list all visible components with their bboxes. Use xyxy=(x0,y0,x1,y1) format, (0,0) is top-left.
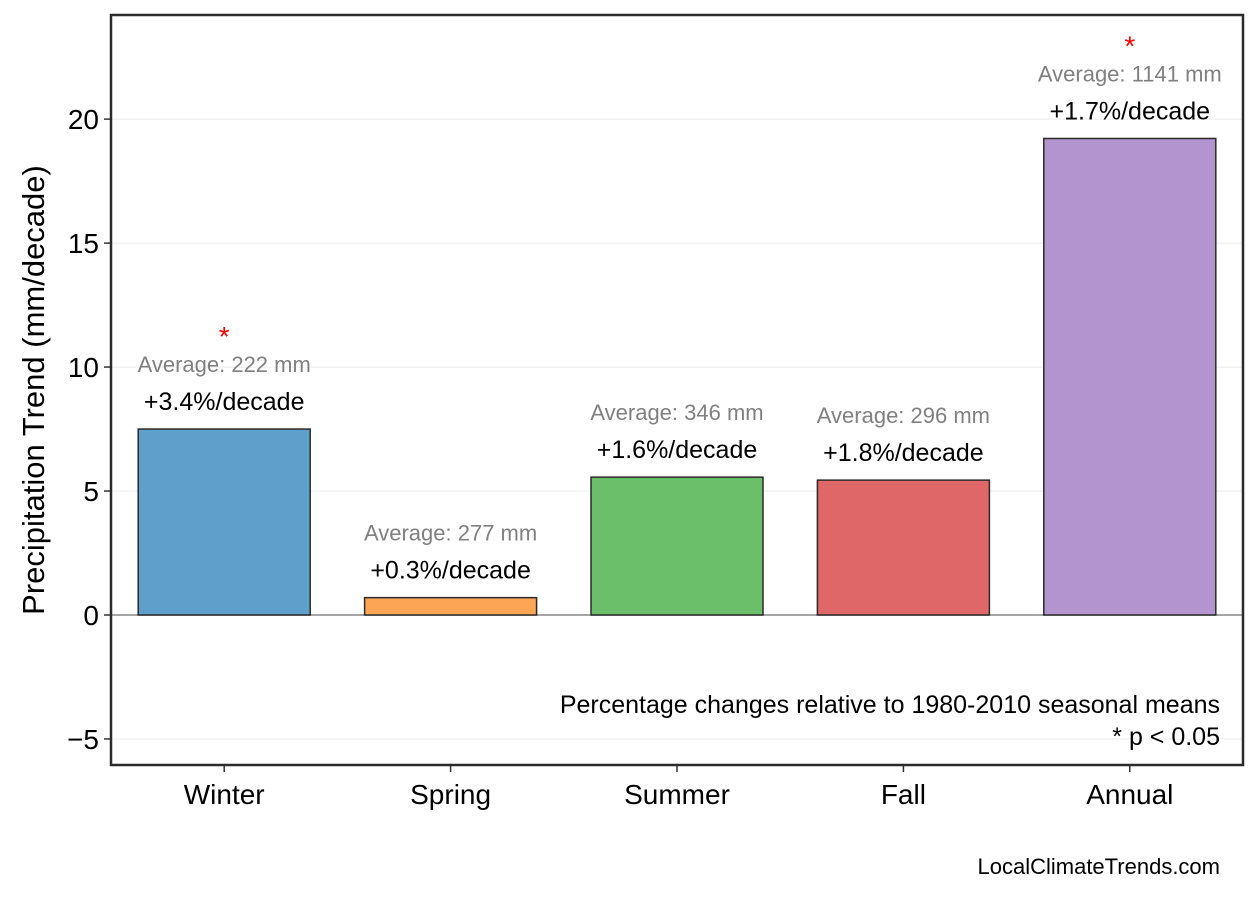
x-tick-label: Summer xyxy=(624,779,730,810)
avg-label: Average: 1141 mm xyxy=(1038,61,1222,86)
bar-winter xyxy=(137,428,311,616)
avg-label: Average: 222 mm xyxy=(138,352,311,377)
avg-label: Average: 296 mm xyxy=(817,403,990,428)
bar-fall xyxy=(816,479,991,616)
axes: −5 0 5 10 15 20 Winter Spring Summer Fall Annual xyxy=(67,13,1245,810)
significance-marker: * xyxy=(1124,30,1135,61)
avg-label: Average: 346 mm xyxy=(590,400,763,425)
bar-annual xyxy=(1043,137,1217,616)
pct-label: +3.4%/decade xyxy=(144,388,305,416)
note-line2: * p < 0.05 xyxy=(1112,723,1220,751)
pct-label: +1.8%/decade xyxy=(823,439,984,467)
pct-label: +0.3%/decade xyxy=(370,557,531,585)
plot-frame xyxy=(109,13,1245,767)
bar-summer xyxy=(590,476,764,616)
x-tick-label: Fall xyxy=(881,779,926,810)
avg-label: Average: 277 mm xyxy=(364,521,537,546)
y-tick-label: 15 xyxy=(68,228,99,259)
significance-marker: * xyxy=(219,321,230,352)
note-line1: Percentage changes relative to 1980-2010… xyxy=(560,691,1220,719)
y-tick-label: 10 xyxy=(68,352,99,383)
bars xyxy=(137,137,1217,616)
y-tick-label: −5 xyxy=(67,724,99,755)
x-tick-label: Winter xyxy=(184,779,265,810)
bar-spring xyxy=(363,596,538,616)
x-tick-label: Spring xyxy=(410,779,491,810)
pct-label: +1.7%/decade xyxy=(1050,97,1211,125)
credit: LocalClimateTrends.com xyxy=(978,854,1221,879)
y-tick-label: 20 xyxy=(68,104,99,135)
pct-label: +1.6%/decade xyxy=(597,436,758,464)
y-axis-label: Precipitation Trend (mm/decade) xyxy=(16,165,51,615)
y-tick-label: 0 xyxy=(83,600,99,631)
y-tick-label: 5 xyxy=(83,476,99,507)
x-tick-label: Annual xyxy=(1086,779,1173,810)
